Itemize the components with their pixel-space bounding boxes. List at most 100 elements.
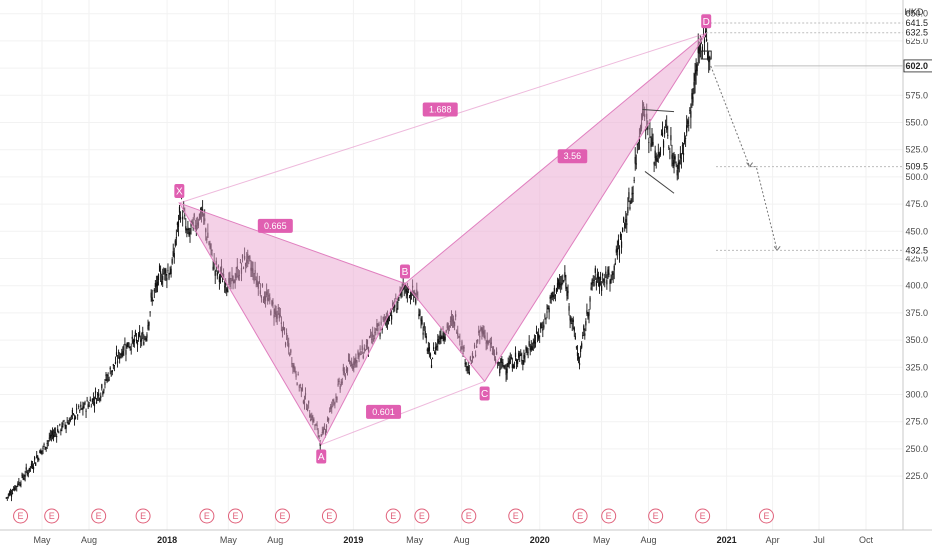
- earnings-marker: [648, 508, 664, 524]
- candle-body: [593, 279, 595, 281]
- candle-body: [706, 39, 708, 42]
- candle-body: [632, 192, 634, 194]
- time-tick-label: Aug: [454, 535, 470, 545]
- candle-body: [507, 363, 509, 367]
- candle-body: [150, 292, 152, 298]
- candle-body: [19, 484, 21, 486]
- earnings-marker-label: E: [419, 511, 425, 521]
- point-badge: [479, 386, 490, 401]
- candle-body: [425, 336, 427, 339]
- xabcd-pattern: [178, 32, 707, 446]
- candle-body: [596, 273, 599, 278]
- price-tag: [904, 16, 932, 29]
- candle-body: [152, 300, 154, 301]
- candle-body: [116, 361, 119, 363]
- candle-body: [7, 494, 9, 496]
- candle-body: [522, 360, 524, 365]
- price-tick-label: 650.0: [905, 9, 928, 19]
- candle-body: [57, 428, 59, 432]
- candle-body: [620, 241, 623, 248]
- candle-body: [127, 342, 129, 348]
- candle-body: [36, 455, 38, 458]
- price-tag-label: 509.5: [905, 162, 928, 172]
- candle-body: [69, 419, 71, 421]
- candle-body: [61, 425, 63, 429]
- candle-body: [687, 120, 689, 125]
- candle-body: [442, 332, 444, 336]
- candle-body: [132, 339, 134, 345]
- earnings-marker: [414, 508, 430, 524]
- candle-body: [549, 296, 551, 299]
- candle-body: [188, 232, 190, 236]
- candle-body: [387, 316, 390, 320]
- candle-body: [99, 398, 101, 401]
- candle-body: [379, 333, 381, 337]
- target-projection-line: [710, 65, 778, 251]
- candle-body: [666, 126, 668, 130]
- candle-body: [676, 170, 678, 176]
- time-tick-label: Apr: [766, 535, 780, 545]
- earnings-marker-label: E: [577, 511, 583, 521]
- candle-body: [520, 353, 522, 356]
- candle-body: [565, 282, 567, 289]
- candle-body: [619, 234, 622, 238]
- candle-body: [55, 432, 57, 434]
- candle-body: [467, 366, 469, 371]
- candle-body: [689, 110, 691, 111]
- price-tick-label: 400.0: [905, 281, 928, 291]
- candle-body: [15, 485, 17, 487]
- candle-body: [521, 359, 523, 361]
- time-axis[interactable]: May Aug 2018 May Aug 2019 May Aug 2020 May Aug 2021…: [0, 529, 932, 545]
- candle-body: [509, 359, 511, 364]
- candle-body: [601, 285, 603, 291]
- candle-body: [397, 302, 399, 303]
- time-tick-label: May: [220, 535, 238, 545]
- candle-body: [139, 330, 141, 336]
- earnings-marker-label: E: [326, 511, 332, 521]
- candle-body: [698, 48, 700, 54]
- candle-body: [678, 161, 680, 165]
- candle-body: [668, 146, 670, 148]
- candle-body: [603, 278, 605, 282]
- price-tag-label: 632.5: [905, 28, 928, 38]
- candle-body: [149, 311, 151, 313]
- candle-body: [59, 423, 61, 425]
- candle-body: [125, 349, 127, 355]
- candle-body: [110, 375, 112, 377]
- candle-body: [92, 398, 95, 400]
- time-tick-label: 2018: [157, 535, 177, 545]
- point-badge: [316, 449, 327, 464]
- candle-body: [649, 128, 651, 130]
- candle-body: [32, 466, 35, 470]
- channel-bottom-line: [644, 171, 675, 194]
- candle-body: [41, 450, 43, 452]
- candle-body: [88, 405, 90, 407]
- candle-body: [499, 368, 501, 374]
- candle-body: [562, 280, 564, 282]
- candle-body: [102, 391, 104, 395]
- candle-body: [174, 240, 176, 246]
- candle-body: [673, 160, 675, 167]
- candle-body: [622, 227, 624, 233]
- price-axis[interactable]: 650.0625.0600.0575.0550.0525.0500.0475.0…: [902, 0, 932, 550]
- candle-body: [6, 496, 8, 498]
- point-badge: [174, 184, 185, 199]
- candle-body: [82, 406, 84, 410]
- candle-body: [538, 333, 540, 339]
- candle-body: [654, 150, 656, 158]
- candle-body: [610, 279, 612, 284]
- candle-body: [529, 347, 531, 351]
- earnings-marker-label: E: [18, 511, 24, 521]
- candle-body: [647, 124, 649, 130]
- point-badge: [399, 264, 410, 279]
- candle-body: [576, 352, 579, 356]
- candle-body: [667, 134, 669, 136]
- earnings-marker-label: E: [653, 511, 659, 521]
- candle-body: [93, 402, 96, 407]
- candle-body: [581, 343, 583, 348]
- candle-body: [424, 330, 426, 336]
- candle-body: [518, 353, 520, 358]
- time-tick-label: May: [406, 535, 424, 545]
- candle-body: [104, 382, 106, 385]
